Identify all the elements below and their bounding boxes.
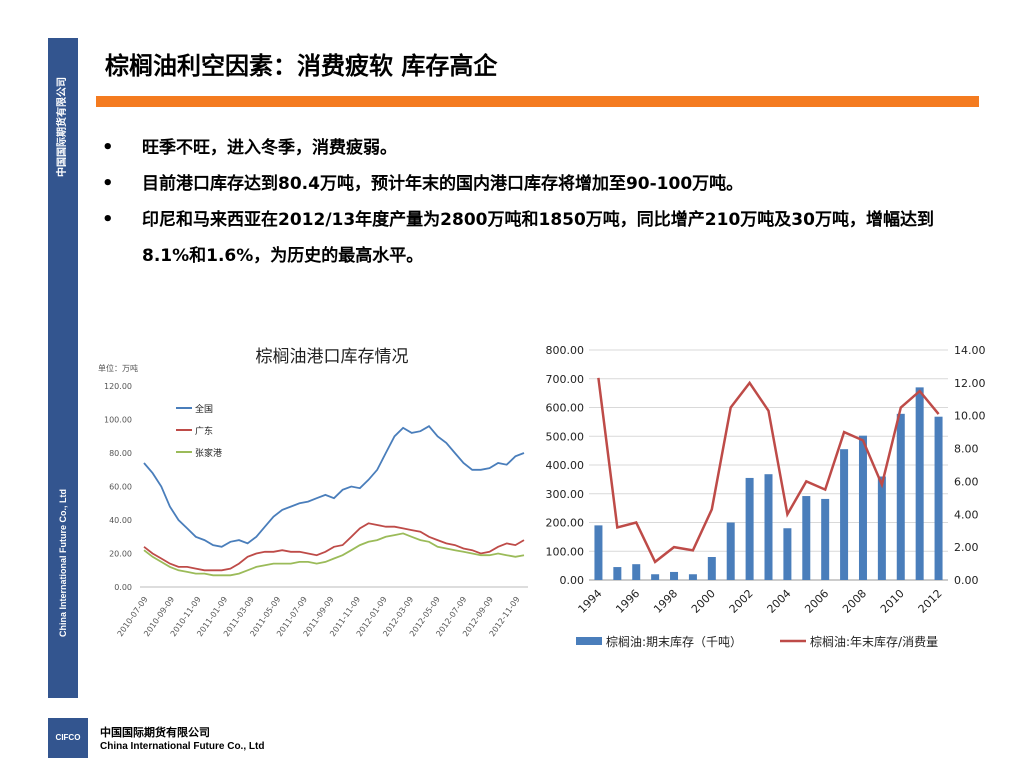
y-left-tick-label: 400.00 [546, 459, 585, 472]
y-right-tick-label: 12.00 [954, 377, 986, 390]
y-right-tick-label: 0.00 [954, 574, 979, 587]
bar-1999 [688, 574, 697, 580]
sidebar-company-en: China International Future Co., Ltd [58, 489, 68, 637]
chart-title: 棕榈油港口库存情况 [256, 347, 409, 367]
title-underline-bar [96, 96, 979, 107]
series-line-0 [143, 425, 525, 548]
footer-company-en: China International Future Co., Ltd [100, 741, 265, 752]
legend-swatch-bar [576, 637, 602, 645]
bar-2005 [802, 496, 811, 580]
bar-2011 [915, 387, 924, 580]
legend-label: 全国 [195, 403, 213, 415]
y-left-tick-label: 800.00 [546, 344, 585, 357]
legend-label: 广东 [195, 425, 213, 437]
series-line-1 [143, 522, 525, 572]
y-right-tick-label: 14.00 [954, 344, 986, 357]
y-tick-label: 0.00 [114, 583, 132, 592]
x-tick-label: 2012 [916, 587, 945, 616]
bullet-item: 旺季不旺，进入冬季，消费疲弱。 [100, 130, 980, 166]
bar-2008 [858, 435, 867, 580]
bar-1996 [632, 564, 641, 580]
series-line-2 [143, 532, 525, 577]
x-tick-label: 1994 [576, 587, 605, 616]
bar-1997 [651, 574, 660, 580]
y-right-tick-label: 6.00 [954, 475, 979, 488]
bar-2004 [783, 528, 792, 580]
y-tick-label: 60.00 [109, 483, 132, 492]
bar-2012 [934, 416, 943, 580]
legend-label: 棕榈油:期末库存（千吨） [606, 634, 742, 649]
bar-1995 [613, 567, 622, 580]
y-right-tick-label: 2.00 [954, 541, 979, 554]
bullet-item: 目前港口库存达到80.4万吨，预计年末的国内港口库存将增加至90-100万吨。 [100, 166, 980, 202]
y-right-tick-label: 4.00 [954, 508, 979, 521]
y-tick-label: 20.00 [109, 550, 132, 559]
y-left-tick-label: 500.00 [546, 430, 585, 443]
x-tick-label: 1996 [613, 587, 642, 616]
bar-2010 [896, 413, 905, 580]
bar-2003 [764, 474, 773, 580]
y-tick-label: 100.00 [104, 416, 132, 425]
bar-2001 [726, 522, 735, 580]
ratio-line [597, 377, 940, 564]
bar-2007 [840, 449, 849, 580]
x-tick-label: 2000 [689, 587, 718, 616]
legend-label: 棕榈油:年末库存/消费量 [810, 634, 938, 649]
x-tick-label: 2004 [765, 587, 794, 616]
slide-title: 棕榈油利空因素：消费疲软 库存高企 [105, 52, 498, 80]
cifco-logo: CIFCO [48, 718, 88, 758]
y-tick-label: 80.00 [109, 449, 132, 458]
y-tick-label: 120.00 [104, 382, 132, 391]
bar-2002 [745, 477, 754, 580]
bullet-item: 印尼和马来西亚在2012/13年度产量为2800万吨和1850万吨，同比增产21… [100, 202, 980, 274]
y-tick-label: 40.00 [109, 516, 132, 525]
sidebar-company-cn: 中国国际期货有限公司 [57, 77, 68, 177]
legend-label: 张家港 [195, 447, 222, 459]
bar-1994 [594, 525, 603, 580]
x-tick-label: 1998 [651, 587, 680, 616]
y-right-tick-label: 8.00 [954, 443, 979, 456]
x-tick-label: 2006 [802, 587, 831, 616]
y-left-tick-label: 600.00 [546, 402, 585, 415]
bar-1998 [670, 571, 679, 580]
sidebar-band: 中国国际期货有限公司 China International Future Co… [48, 38, 78, 698]
y-left-tick-label: 0.00 [560, 574, 585, 587]
bar-2000 [707, 557, 716, 580]
x-tick-label: 2002 [727, 587, 756, 616]
bullet-list: 旺季不旺，进入冬季，消费疲弱。 目前港口库存达到80.4万吨，预计年末的国内港口… [100, 130, 980, 274]
bar-2009 [877, 476, 886, 580]
bar-2006 [821, 498, 830, 580]
y-right-tick-label: 10.00 [954, 410, 986, 423]
y-left-tick-label: 100.00 [546, 545, 585, 558]
y-left-tick-label: 300.00 [546, 488, 585, 501]
unit-label: 单位：万吨 [98, 363, 138, 373]
x-tick-label: 2008 [840, 587, 869, 616]
footer-company-cn: 中国国际期货有限公司 [100, 726, 210, 739]
x-tick-label: 2010 [878, 587, 907, 616]
stock-bar-line-chart: 800.00 700.00 600.00 500.00 400.00 300.00 200.… [546, 344, 986, 649]
y-left-tick-label: 200.00 [546, 517, 585, 530]
y-left-tick-label: 700.00 [546, 373, 585, 386]
